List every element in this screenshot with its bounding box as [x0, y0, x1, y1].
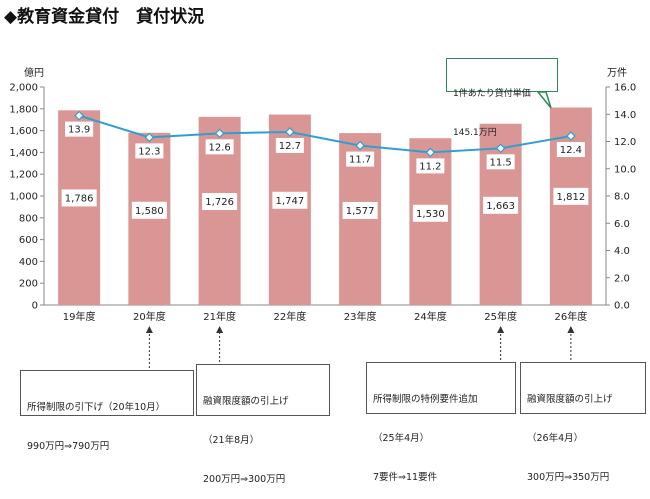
- line-value-label: 11.5: [489, 157, 511, 168]
- bar-value-label: 1,663: [486, 201, 515, 212]
- note-line: （26年4月）: [527, 433, 584, 444]
- unit-price-line: [78, 114, 572, 154]
- line-value-label: 12.4: [560, 145, 582, 156]
- line-value-box: [486, 154, 515, 170]
- bar-7: [479, 123, 522, 305]
- note-line: （25年4月）: [373, 433, 430, 444]
- line-point-marker: [285, 127, 295, 137]
- line-value-label: 11.7: [349, 155, 371, 166]
- category-label: 23年度: [344, 310, 377, 323]
- left-tick-label: 600: [19, 235, 38, 246]
- bar-value-box: [483, 196, 519, 214]
- category-label: 21年度: [203, 310, 236, 323]
- category-label: 26年度: [555, 310, 588, 323]
- category-label: 20年度: [133, 310, 166, 323]
- note-arrow-head: [567, 326, 575, 333]
- note-loan-limit-2009: 融資限度額の引上げ （21年8月） 200万円⇒300万円: [196, 364, 330, 485]
- line-point-marker: [355, 140, 365, 151]
- bar-value-label: 1,530: [416, 209, 445, 220]
- note-arrow-head: [216, 326, 224, 333]
- category-label: 25年度: [484, 310, 517, 323]
- category-label: 22年度: [274, 310, 307, 323]
- left-tick-label: 1,000: [9, 192, 38, 203]
- right-axis-unit: 万件: [607, 67, 627, 79]
- note-loan-limit-2014: 融資限度額の引上げ （26年4月） 300万円⇒350万円: [520, 362, 646, 483]
- left-tick-label: 1,400: [9, 148, 38, 159]
- line-value-label: 12.3: [138, 146, 160, 157]
- left-tick-label: 0: [32, 301, 38, 312]
- line-value-label: 12.7: [279, 141, 301, 152]
- note-line: 所得制限の引下げ（20年10月）: [27, 402, 166, 413]
- callout-pointer: [536, 91, 552, 109]
- line-value-box: [346, 151, 375, 167]
- bar-value-label: 1,747: [276, 196, 305, 207]
- note-line: 990万円⇒790万円: [27, 441, 110, 452]
- line-value-label: 12.6: [208, 142, 230, 153]
- line-point-marker: [214, 128, 225, 139]
- note-line: 融資限度額の引上げ: [527, 394, 613, 405]
- line-value-box: [135, 143, 164, 159]
- bar-value-label: 1,726: [205, 197, 234, 208]
- bar-value-box: [131, 201, 167, 219]
- line-value-box: [416, 158, 445, 174]
- note-line: 所得制限の特例要件追加: [373, 394, 478, 405]
- note-line: 融資限度額の引上げ: [203, 396, 289, 407]
- line-value-box: [556, 142, 585, 158]
- category-label: 19年度: [63, 310, 96, 323]
- bar-value-box: [342, 201, 378, 219]
- line-value-box: [65, 121, 94, 137]
- left-tick-label: 2,000: [9, 83, 38, 94]
- bar-value-box: [61, 189, 97, 207]
- left-tick-label: 800: [19, 213, 38, 224]
- right-tick-label: 12.0: [614, 137, 636, 148]
- right-tick-label: 10.0: [614, 164, 636, 175]
- bar-value-label: 1,577: [346, 206, 375, 217]
- callout-line-1: 1件あたり貸付単価: [453, 89, 531, 99]
- line-point-marker: [144, 132, 155, 143]
- line-value-box: [205, 139, 234, 155]
- left-tick-label: 400: [19, 257, 38, 268]
- line-point-marker: [425, 147, 436, 158]
- note-arrow-head: [497, 326, 505, 333]
- right-tick-label: 0.0: [614, 301, 630, 312]
- note-line: 7要件⇒11要件: [373, 472, 438, 483]
- line-point-marker: [495, 143, 506, 154]
- right-tick-label: 8.0: [614, 192, 630, 203]
- bar-2: [128, 132, 171, 305]
- left-tick-label: 200: [19, 279, 38, 290]
- note-line: 300万円⇒350万円: [527, 472, 610, 483]
- bar-value-box: [412, 204, 448, 222]
- bar-value-label: 1,786: [65, 193, 94, 204]
- note-income-limit-2008: 所得制限の引下げ（20年10月） 990万円⇒790万円: [20, 370, 194, 452]
- bar-1: [58, 110, 101, 306]
- note-special-requirement-2013: 所得制限の特例要件追加 （25年4月） 7要件⇒11要件: [366, 362, 516, 483]
- bar-value-box: [272, 191, 308, 209]
- bar-value-label: 1,812: [557, 192, 586, 203]
- line-point-marker: [566, 131, 576, 141]
- loan-status-chart: 億円 万件 0 200 400 600 800 1,000 1,200 1,400 1,600 1,8…: [9, 66, 636, 368]
- bar-value-box: [202, 193, 238, 211]
- bar-value-label: 1,580: [135, 206, 164, 217]
- category-label: 24年度: [414, 310, 447, 323]
- line-value-label: 11.2: [419, 161, 441, 172]
- line-point-marker: [74, 110, 84, 121]
- left-tick-label: 1,200: [9, 170, 38, 181]
- note-line: 200万円⇒300万円: [203, 474, 286, 485]
- page-title: ◆教育資金貸付 貸付状況: [4, 7, 205, 27]
- right-tick-label: 2.0: [614, 273, 630, 284]
- left-tick-label: 1,600: [9, 126, 38, 137]
- right-tick-label: 16.0: [614, 83, 636, 94]
- unit-price-callout: 1件あたり貸付単価 145.1万円: [446, 58, 558, 138]
- left-tick-label: 1,800: [9, 104, 38, 115]
- right-tick-label: 6.0: [614, 219, 630, 230]
- bar-value-box: [553, 187, 589, 205]
- right-tick-label: 14.0: [614, 110, 636, 121]
- line-value-label: 13.9: [68, 125, 90, 136]
- left-axis-unit: 億円: [24, 66, 44, 79]
- right-tick-label: 4.0: [614, 246, 630, 257]
- callout-line-2: 145.1万円: [453, 128, 497, 138]
- line-value-box: [275, 137, 304, 153]
- note-arrow-head: [145, 326, 153, 333]
